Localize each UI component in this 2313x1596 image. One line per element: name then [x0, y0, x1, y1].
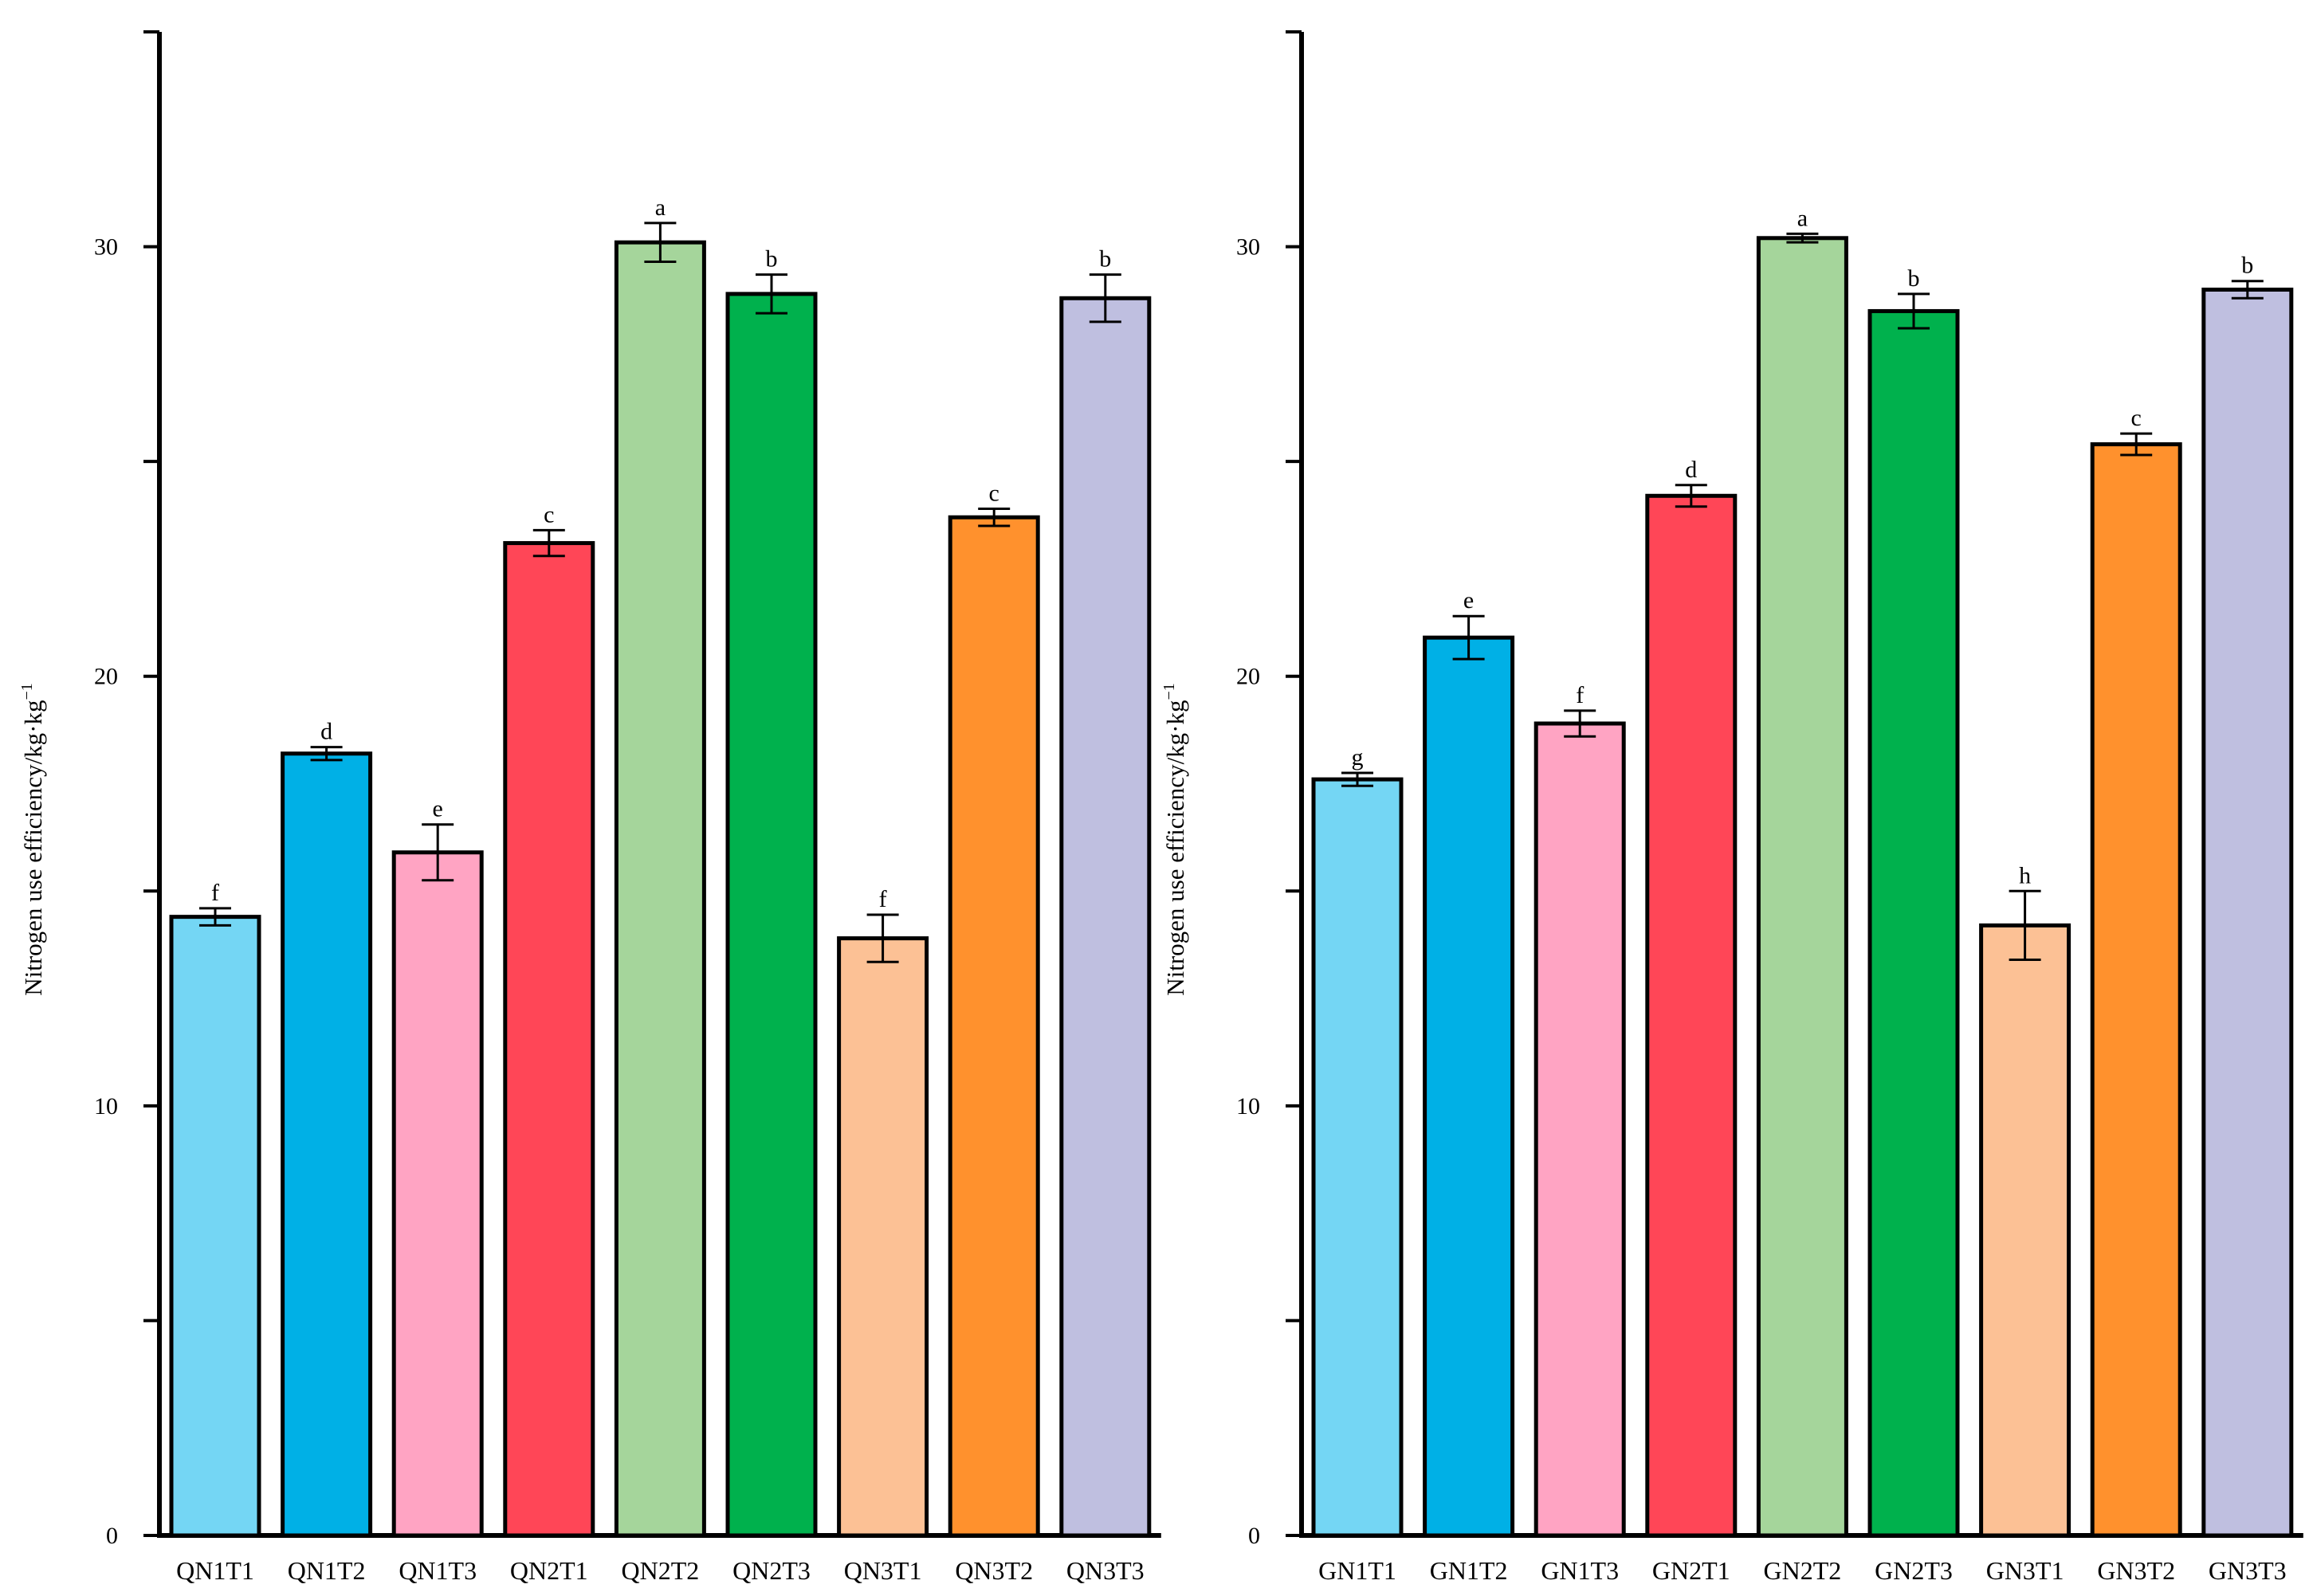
- y-tick-label: 10: [94, 1093, 118, 1120]
- bar-qn3t2: [948, 515, 1040, 1538]
- significance-letter: d: [1685, 457, 1697, 483]
- x-category-label: GN1T3: [1541, 1556, 1619, 1585]
- bar-gn2t3: [1867, 308, 1960, 1538]
- x-category-label: QN1T3: [399, 1556, 477, 1585]
- y-tick-label: 0: [106, 1523, 118, 1549]
- significance-letter: b: [1099, 246, 1111, 273]
- y-tick-label: 30: [1236, 234, 1260, 261]
- bar-qn2t1: [503, 541, 595, 1538]
- significance-letter: f: [1576, 682, 1584, 708]
- significance-letter: e: [433, 796, 443, 822]
- significance-letter: f: [211, 880, 219, 906]
- significance-letter: b: [1908, 265, 1920, 292]
- x-category-label: QN2T1: [510, 1556, 588, 1585]
- y-axis-title-superscript: −1: [1160, 683, 1178, 700]
- bar-gn3t3: [2201, 287, 2294, 1538]
- y-axis-title: Nitrogen use efficiency/kg·kg−1: [1160, 683, 1189, 996]
- y-tick-label: 20: [94, 664, 118, 690]
- x-category-label: QN1T1: [176, 1556, 254, 1585]
- x-category-label: GN2T1: [1652, 1556, 1730, 1585]
- bar-qn3t1: [837, 936, 929, 1538]
- bar-gn2t2: [1756, 236, 1848, 1538]
- significance-letter: f: [879, 886, 887, 912]
- bar-qn1t1: [169, 915, 261, 1538]
- x-category-label: QN2T2: [622, 1556, 700, 1585]
- y-axis-title-text: Nitrogen use efficiency/kg·kg: [1161, 700, 1189, 995]
- significance-letter: b: [2241, 253, 2253, 279]
- y-axis-title-superscript: −1: [18, 683, 36, 700]
- significance-letter: g: [1352, 744, 1364, 771]
- significance-letter: h: [2019, 862, 2031, 888]
- x-category-label: GN2T3: [1875, 1556, 1953, 1585]
- significance-letter: a: [655, 194, 666, 221]
- x-category-label: QN1T2: [288, 1556, 366, 1585]
- bar-gn1t2: [1423, 635, 1515, 1538]
- y-axis-title: Nitrogen use efficiency/kg·kg−1: [18, 683, 47, 996]
- bar-gn1t1: [1311, 777, 1404, 1538]
- x-category-label: QN3T1: [844, 1556, 922, 1585]
- y-axis-title-text: Nitrogen use efficiency/kg·kg: [19, 700, 47, 995]
- bar-gn2t1: [1645, 493, 1738, 1538]
- significance-letter: c: [989, 480, 999, 506]
- bar-qn2t3: [725, 292, 818, 1538]
- y-tick-label: 30: [94, 234, 118, 261]
- significance-letter: b: [766, 246, 778, 273]
- x-category-label: GN3T1: [1986, 1556, 2064, 1585]
- x-category-label: QN2T3: [732, 1556, 811, 1585]
- x-category-label: GN1T2: [1430, 1556, 1508, 1585]
- significance-letter: e: [1463, 587, 1474, 614]
- significance-letter: c: [2131, 405, 2142, 431]
- y-tick-label: 10: [1236, 1093, 1260, 1120]
- bar-qn2t2: [614, 240, 706, 1538]
- significance-letter: a: [1797, 205, 1808, 231]
- x-category-label: GN3T2: [2097, 1556, 2175, 1585]
- bar-gn3t2: [2090, 442, 2182, 1538]
- significance-letter: d: [320, 719, 332, 745]
- left-panel-qn: 0 10 20 30 Nitrogen use efficiency/kg·kg−1 f Q…: [18, 30, 1161, 1585]
- y-tick-label: 0: [1248, 1523, 1260, 1549]
- bar-qn3t3: [1059, 296, 1152, 1538]
- x-category-label: QN3T3: [1066, 1556, 1145, 1585]
- significance-letter: c: [544, 501, 554, 527]
- x-category-label: GN2T2: [1764, 1556, 1842, 1585]
- y-tick-label: 20: [1236, 664, 1260, 690]
- bar-gn3t1: [1979, 923, 2071, 1538]
- bar-qn1t2: [281, 751, 373, 1538]
- x-category-label: QN3T2: [955, 1556, 1033, 1585]
- bar-gn1t3: [1533, 721, 1626, 1538]
- right-panel-gn: 0 10 20 30 Nitrogen use efficiency/kg·kg−1 g G…: [1160, 30, 2303, 1585]
- x-category-label: GN3T3: [2209, 1556, 2287, 1585]
- x-category-label: GN1T1: [1318, 1556, 1396, 1585]
- bar-qn1t3: [391, 850, 484, 1538]
